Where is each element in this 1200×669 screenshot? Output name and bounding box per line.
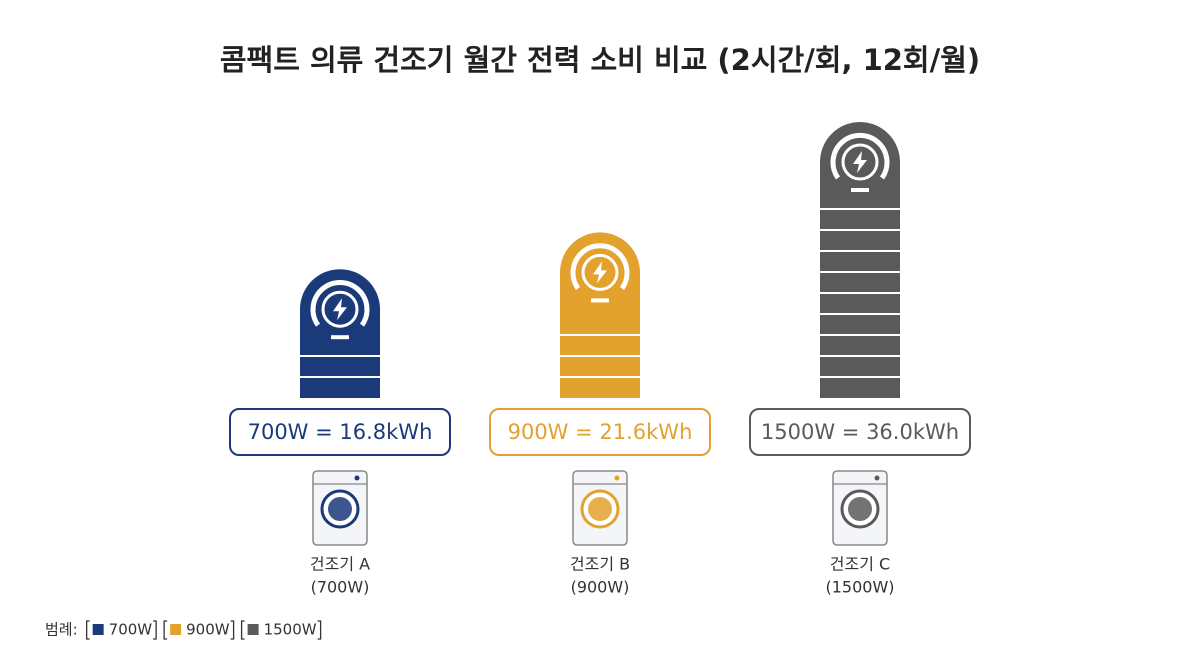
category-label: 건조기 C <box>830 555 890 574</box>
gauge-icon <box>830 132 890 180</box>
dryer-knob <box>614 475 620 481</box>
gauge-inner <box>581 253 619 291</box>
bolt-icon <box>333 298 347 321</box>
legend-bracket <box>240 620 245 640</box>
bar <box>820 122 900 398</box>
dryer-glass <box>588 497 612 521</box>
dryer-glass <box>328 497 352 521</box>
bar <box>560 232 640 398</box>
dryer-knob <box>354 475 360 481</box>
gauge-icon <box>310 280 370 327</box>
legend-bracket <box>163 620 168 640</box>
value-label: 1500W = 36.0kWh <box>761 420 959 444</box>
value-box <box>229 408 451 456</box>
legend-swatch <box>92 624 104 635</box>
value-box <box>749 408 971 456</box>
value-label: 900W = 21.6kWh <box>508 420 693 444</box>
legend-bracket <box>230 620 235 640</box>
category-note: (900W) <box>571 578 630 597</box>
gauge-base <box>591 298 609 303</box>
category-note: (1500W) <box>825 578 894 597</box>
legend-swatch <box>170 624 182 635</box>
bolt-icon <box>593 261 607 284</box>
category-note: (700W) <box>311 578 370 597</box>
legend-title: 범례: <box>45 621 78 639</box>
legend-bracket <box>86 620 90 640</box>
value-label: 700W = 16.8kWh <box>248 420 433 444</box>
legend-label: 700W <box>109 621 153 639</box>
gauge-icon <box>570 243 630 290</box>
legend-label: 1500W <box>264 621 317 639</box>
category-label: 건조기 B <box>570 555 630 574</box>
gauge-base <box>331 335 349 340</box>
gauge-inner <box>321 290 359 328</box>
dryer-knob <box>874 475 880 481</box>
legend-bracket <box>153 620 157 640</box>
gauge-base <box>851 188 869 192</box>
chart-title: 콤팩트 의류 건조기 월간 전력 소비 비교 (2시간/회, 12회/월) <box>220 43 980 77</box>
category-label: 건조기 A <box>310 555 370 574</box>
legend-bracket <box>317 620 322 640</box>
legend-label: 900W <box>186 621 230 639</box>
dryer-glass <box>848 497 872 521</box>
gauge-inner <box>841 143 879 181</box>
bar <box>300 269 380 398</box>
value-box <box>489 408 711 456</box>
legend-swatch <box>247 624 259 635</box>
bolt-icon <box>853 151 867 173</box>
